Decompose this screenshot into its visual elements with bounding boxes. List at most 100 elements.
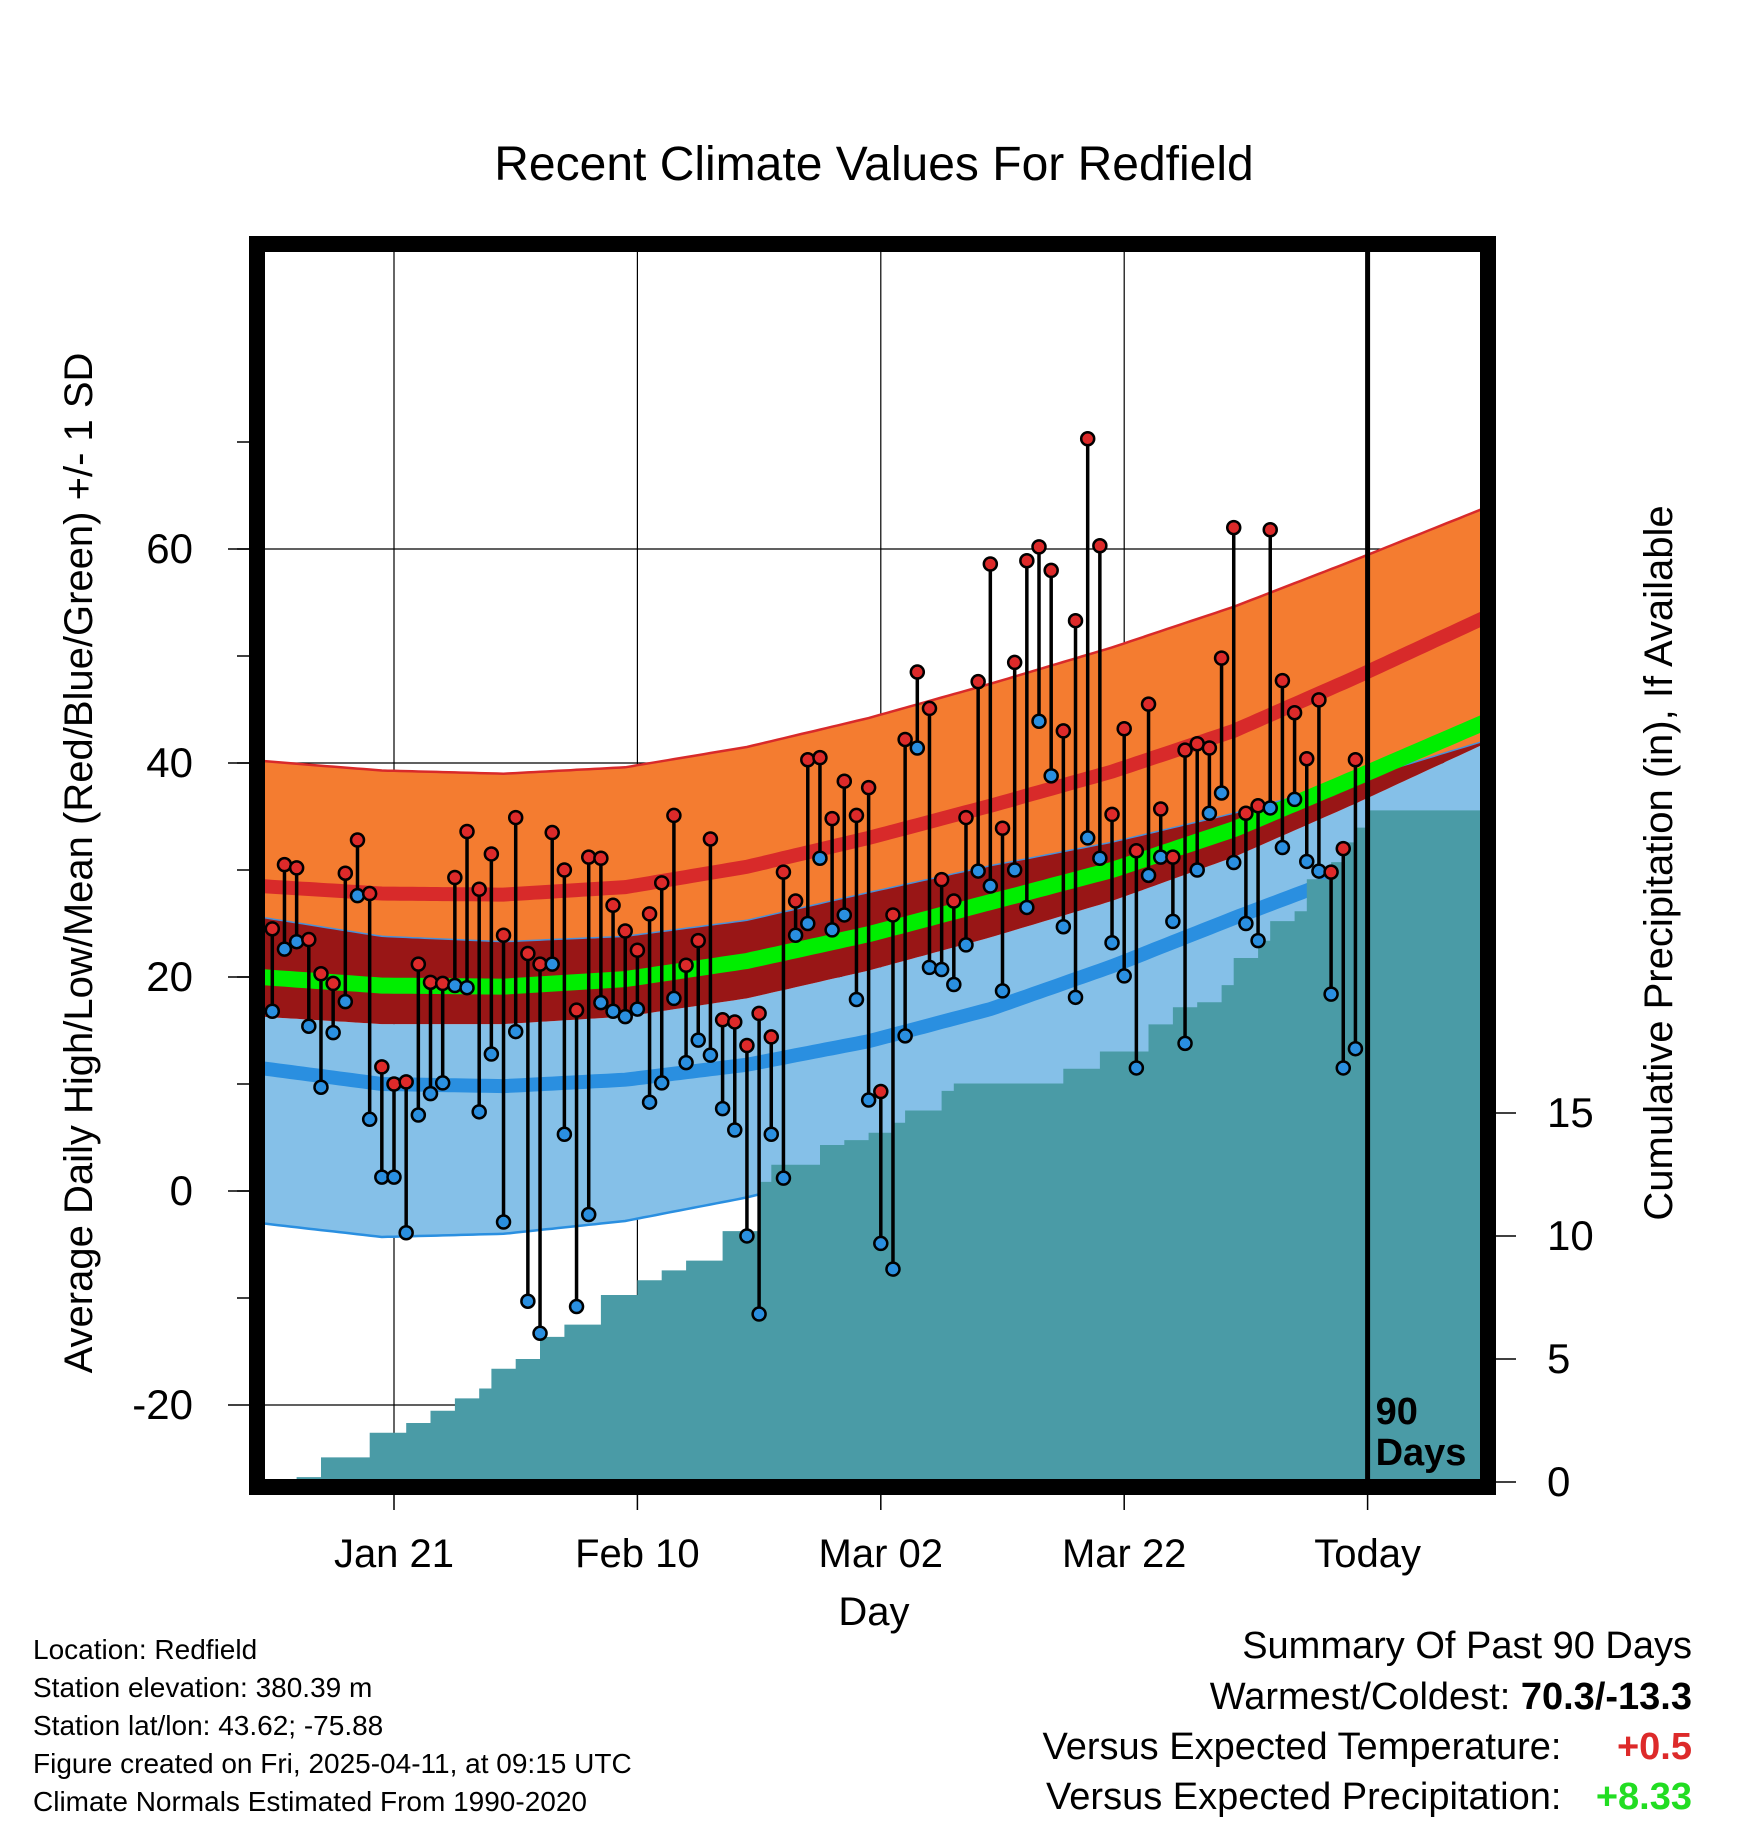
daily-low-point [714, 1100, 731, 1117]
daily-low-point [1177, 1035, 1193, 1052]
daily-low-point [653, 1075, 670, 1091]
daily-low-point [1250, 932, 1266, 949]
daily-low-point [447, 977, 463, 994]
daily-high-point [459, 823, 475, 840]
daily-low-point [1335, 1060, 1352, 1076]
chart-title: Recent Climate Values For Redfield [494, 138, 1253, 191]
daily-high-point [471, 881, 487, 898]
daily-high-point [1201, 740, 1218, 756]
daily-high-point [374, 1059, 390, 1075]
daily-high-point [1152, 801, 1169, 817]
footer-elevation: Station elevation: 380.39 m [33, 1672, 373, 1703]
daily-high-point [556, 862, 573, 878]
daily-low-point [727, 1122, 743, 1138]
daily-low-point [532, 1325, 548, 1342]
daily-high-point [495, 927, 512, 944]
daily-high-point [739, 1037, 755, 1054]
daily-high-point [824, 810, 840, 827]
daily-high-point [1274, 672, 1291, 689]
daily-high-point [1225, 519, 1242, 536]
daily-stems [270, 438, 1358, 1334]
daily-high-point [398, 1074, 414, 1090]
daily-high-point [337, 865, 354, 881]
daily-low-point [836, 907, 853, 923]
daily-low-point [264, 1003, 281, 1019]
x-axis-tick-label: Feb 10 [575, 1532, 700, 1576]
daily-low-point [1079, 830, 1096, 846]
daily-high-point [1335, 840, 1352, 857]
daily-low-point [434, 1075, 451, 1091]
daily-low-point [1055, 918, 1072, 935]
precipitation-fill [296, 810, 1482, 1481]
daily-low-point [1165, 913, 1181, 930]
daily-low-point [848, 991, 865, 1008]
x-axis-tick-label: Mar 02 [819, 1532, 944, 1576]
x-axis-label: Day [838, 1590, 909, 1634]
daily-low-point [629, 1001, 646, 1017]
daily-low-point [982, 878, 999, 894]
daily-low-point [1274, 839, 1291, 856]
x-axis-tick-label: Today [1314, 1532, 1421, 1576]
daily-low-point [398, 1224, 414, 1241]
daily-high-point [1104, 806, 1120, 823]
footer-latlon: Station lat/lon: 43.62; -75.88 [33, 1710, 384, 1741]
daily-high-point [568, 1002, 585, 1018]
daily-high-point [982, 556, 999, 572]
daily-low-point [617, 1008, 633, 1025]
y2-axis-tick-label: 5 [1547, 1335, 1570, 1382]
daily-low-point [994, 983, 1011, 999]
daily-high-point [325, 975, 341, 992]
daily-low-point [909, 740, 926, 756]
daily-low-point [1323, 986, 1339, 1002]
today-marker-days-word: Days [1376, 1432, 1467, 1474]
daily-low-point [739, 1228, 755, 1244]
x-axis-tick-label: Mar 22 [1062, 1532, 1187, 1576]
daily-high-point [301, 931, 317, 948]
daily-low-point [787, 927, 804, 944]
daily-high-point [653, 875, 670, 891]
high-sd-band [263, 509, 1482, 942]
summary-precipitation-row: Versus Expected Precipitation: +8.33 [1046, 1776, 1692, 1819]
daily-low-point [1347, 1040, 1364, 1057]
daily-low-point [921, 959, 938, 976]
daily-low-point [641, 1094, 658, 1110]
summary-warmest-value: 70.3/-13.3 [1520, 1676, 1692, 1718]
daily-high-point [933, 871, 950, 888]
daily-high-point [1043, 562, 1059, 579]
daily-high-point [434, 975, 451, 992]
daily-high-point [836, 773, 853, 789]
daily-high-point [520, 945, 536, 962]
y2-axis-tick-label: 10 [1547, 1212, 1594, 1259]
daily-high-point [264, 921, 281, 937]
daily-high-point [593, 850, 609, 866]
daily-low-point [276, 941, 293, 957]
daily-low-point [702, 1047, 719, 1063]
daily-low-point [459, 979, 475, 996]
daily-points [264, 431, 1364, 1342]
daily-low-point [873, 1235, 889, 1252]
high-upper-sd-line [263, 507, 1482, 775]
y-axis-tick-label: 0 [170, 1167, 193, 1214]
daily-low-point [361, 1111, 378, 1128]
summary-temperature-row: Versus Expected Temperature: +0.5 [1043, 1726, 1692, 1769]
daily-high-point [1286, 704, 1303, 721]
daily-low-point [885, 1261, 901, 1277]
daily-low-point [1238, 915, 1254, 932]
summary-temperature-value: +0.5 [1616, 1726, 1692, 1768]
summary-precipitation-label: Versus Expected Precipitation: [1046, 1776, 1562, 1818]
daily-low-point [1067, 989, 1084, 1006]
daily-low-point [958, 937, 974, 953]
daily-low-point [690, 1032, 706, 1048]
daily-low-point [1116, 968, 1132, 984]
daily-low-point [520, 1293, 536, 1309]
daily-low-point [568, 1298, 585, 1315]
overlap-band [263, 741, 1482, 1025]
x-axis-tick-label: Jan 21 [334, 1532, 454, 1576]
daily-low-point [325, 1024, 341, 1041]
normal-high-line [263, 611, 1482, 902]
daily-high-point [994, 820, 1011, 837]
daily-low-point [288, 933, 305, 950]
y2-axis-label: Cumulative Precipitation (in), If Availa… [1637, 505, 1681, 1220]
daily-low-point [933, 961, 950, 978]
daily-low-point [337, 993, 354, 1010]
